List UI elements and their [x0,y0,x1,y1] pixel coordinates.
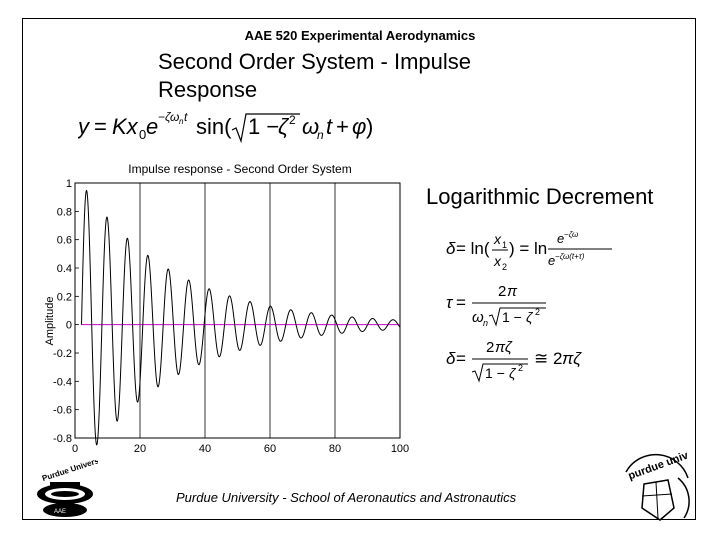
svg-text:= ln(: = ln( [456,239,490,258]
svg-text:2: 2 [518,363,523,373]
svg-text:πζ: πζ [562,349,582,368]
svg-text:2: 2 [498,283,506,300]
svg-text:AAE: AAE [54,509,66,515]
slide-title: Second Order System - Impulse Response [158,49,472,102]
plot-title: Impulse response - Second Order System [128,162,352,176]
svg-text:τ: τ [446,293,454,312]
svg-text:) = ln: ) = ln [509,239,547,258]
svg-text:2: 2 [486,339,494,356]
svg-text:+: + [336,114,349,139]
svg-text:Purdue University: Purdue University [41,460,98,483]
svg-text:πζ: πζ [495,339,513,356]
svg-text:): ) [366,114,373,139]
svg-text:=: = [456,349,466,368]
tau-definition: τ = 2 π ω n 1 − ζ 2 [446,283,546,328]
svg-text:2: 2 [535,307,540,317]
log-decrement-equations: δ = ln( x 1 x 2 ) = ln e −ζω e −ζω(t+τ) … [446,230,612,383]
svg-text:t: t [184,110,188,124]
log-decrement-heading: Logarithmic Decrement [426,184,654,209]
svg-text:2: 2 [289,113,296,127]
svg-text:ω: ω [472,309,484,326]
svg-text:−ζω: −ζω [564,230,578,239]
course-title: AAE 520 Experimental Aerodynamics [244,28,476,43]
svg-text:e: e [548,253,555,268]
svg-text:≅ 2: ≅ 2 [534,349,562,368]
svg-text:=: = [94,114,107,139]
y-axis-label: Amplitude [44,296,56,346]
svg-text:x: x [493,231,502,247]
svg-text:0: 0 [139,127,146,142]
svg-text:y: y [78,114,91,139]
footer-text: Purdue University - School of Aeronautic… [176,490,517,505]
svg-text:ζ: ζ [509,365,517,381]
svg-text:1 −: 1 − [485,365,505,381]
svg-text:Kx: Kx [112,114,139,139]
svg-text:2: 2 [502,262,507,272]
purdue-seal-logo-right: purdue univ [625,449,691,521]
svg-text:−ζω: −ζω [158,110,179,124]
delta-definition: δ = ln( x 1 x 2 ) = ln e −ζω e −ζω(t+τ) [446,230,612,272]
svg-text:δ: δ [446,349,456,368]
delta-approximation: δ = 2 πζ 1 − ζ 2 ≅ 2 πζ [446,339,582,383]
svg-text:e: e [146,114,158,139]
svg-text:n: n [179,117,184,126]
svg-text:e: e [557,231,564,246]
svg-text:ω: ω [302,114,319,139]
svg-text:n: n [483,318,488,328]
svg-text:=: = [456,293,466,312]
svg-text:−ζω(t+τ): −ζω(t+τ) [555,252,585,261]
purdue-seal-logo-left: Purdue University AAE [37,460,98,517]
svg-text:π: π [507,283,518,300]
main-equation: y = Kx 0 e −ζω n t sin( 1 − ζ 2 ω n t + … [78,110,373,144]
svg-text:sin(: sin( [196,114,232,139]
svg-text:t: t [326,114,333,139]
svg-text:1 −: 1 − [502,309,522,325]
svg-text:ζ: ζ [278,114,290,139]
svg-text:ζ: ζ [526,309,534,325]
svg-text:1 −: 1 − [248,114,279,139]
svg-text:n: n [317,128,324,142]
svg-text:1: 1 [502,240,507,250]
svg-text:x: x [493,253,502,269]
slide-frame [22,18,696,520]
svg-text:φ: φ [352,114,366,139]
svg-text:δ: δ [446,239,456,258]
